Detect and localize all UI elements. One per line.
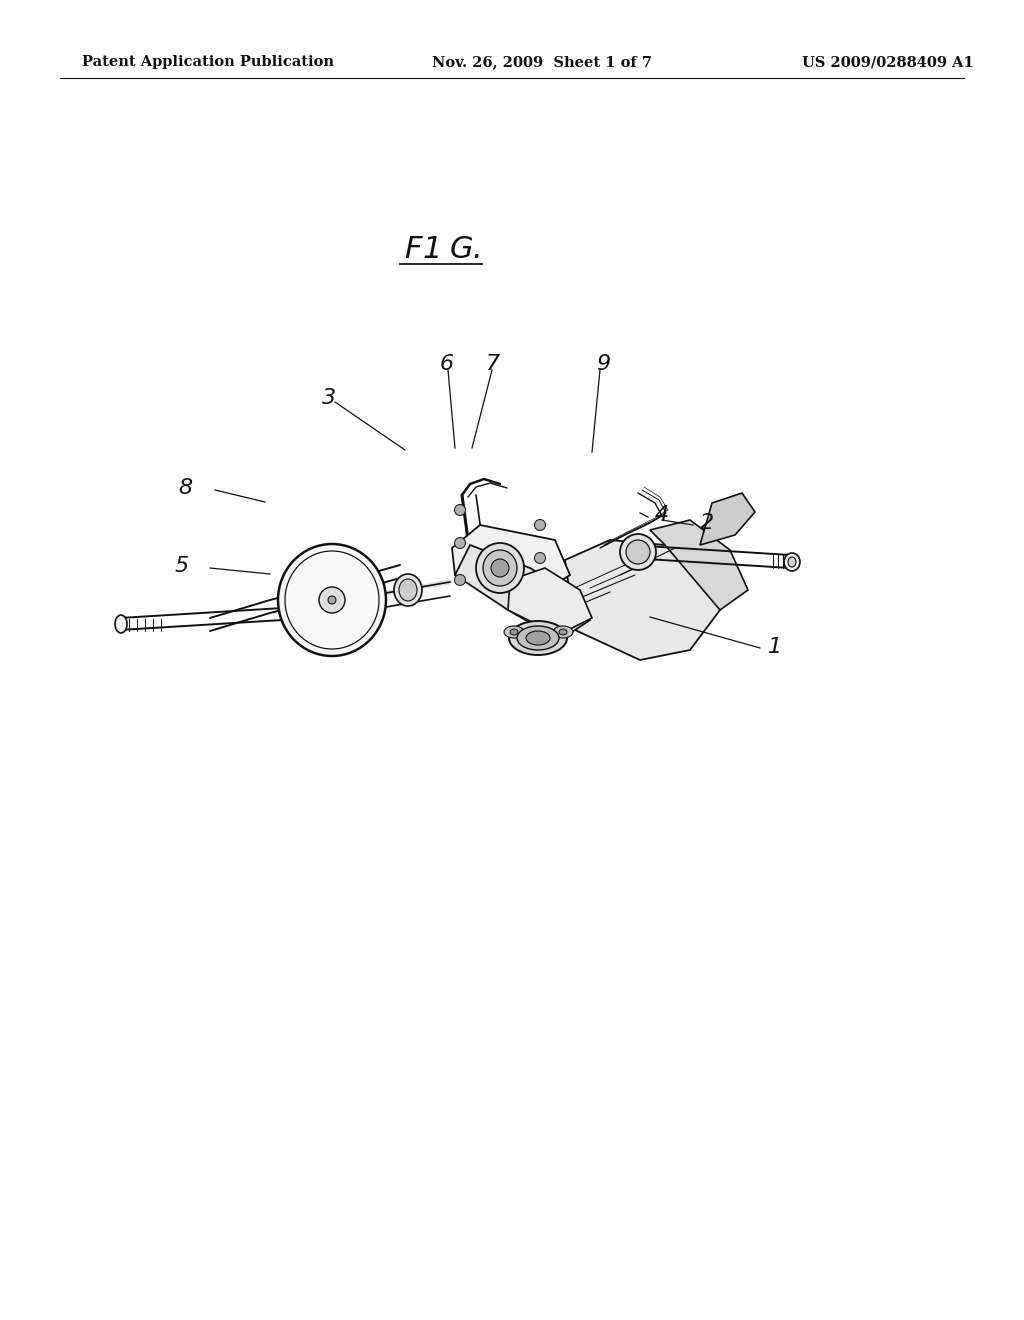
Text: 5: 5 bbox=[175, 556, 189, 576]
Ellipse shape bbox=[784, 553, 800, 572]
Polygon shape bbox=[508, 568, 592, 635]
Text: 2: 2 bbox=[700, 513, 714, 533]
Ellipse shape bbox=[553, 626, 573, 638]
Ellipse shape bbox=[394, 574, 422, 606]
Ellipse shape bbox=[626, 540, 650, 564]
Ellipse shape bbox=[510, 630, 518, 635]
Ellipse shape bbox=[455, 504, 466, 516]
Ellipse shape bbox=[517, 626, 559, 649]
Ellipse shape bbox=[535, 553, 546, 564]
Ellipse shape bbox=[535, 520, 546, 531]
Ellipse shape bbox=[490, 558, 509, 577]
Ellipse shape bbox=[115, 615, 127, 634]
Ellipse shape bbox=[620, 535, 656, 570]
Ellipse shape bbox=[455, 574, 466, 586]
Ellipse shape bbox=[278, 544, 386, 656]
Ellipse shape bbox=[504, 626, 524, 638]
Polygon shape bbox=[650, 520, 748, 610]
Ellipse shape bbox=[509, 620, 567, 655]
Text: 8: 8 bbox=[178, 478, 193, 498]
Ellipse shape bbox=[526, 631, 550, 645]
Ellipse shape bbox=[399, 579, 417, 601]
Text: Patent Application Publication: Patent Application Publication bbox=[82, 55, 334, 69]
Polygon shape bbox=[452, 525, 570, 601]
Text: .: . bbox=[472, 235, 481, 264]
Text: 1: 1 bbox=[422, 235, 441, 264]
Ellipse shape bbox=[455, 537, 466, 549]
Ellipse shape bbox=[476, 543, 524, 593]
Text: 4: 4 bbox=[655, 506, 669, 525]
Text: US 2009/0288409 A1: US 2009/0288409 A1 bbox=[802, 55, 974, 69]
Ellipse shape bbox=[559, 630, 567, 635]
Ellipse shape bbox=[788, 557, 796, 568]
Ellipse shape bbox=[319, 587, 345, 612]
Text: 9: 9 bbox=[596, 354, 610, 374]
Text: Nov. 26, 2009  Sheet 1 of 7: Nov. 26, 2009 Sheet 1 of 7 bbox=[432, 55, 652, 69]
Polygon shape bbox=[700, 492, 755, 545]
Text: 6: 6 bbox=[440, 354, 454, 374]
Polygon shape bbox=[565, 540, 720, 660]
Text: F: F bbox=[404, 235, 422, 264]
Text: G: G bbox=[450, 235, 474, 264]
Polygon shape bbox=[455, 545, 590, 640]
Text: 7: 7 bbox=[486, 354, 500, 374]
Text: 3: 3 bbox=[322, 388, 336, 408]
Ellipse shape bbox=[328, 597, 336, 605]
Ellipse shape bbox=[483, 550, 517, 586]
Text: 1: 1 bbox=[768, 638, 782, 657]
